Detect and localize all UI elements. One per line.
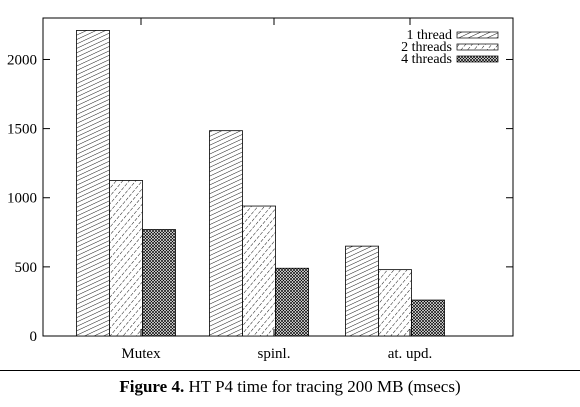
legend-label: 1 thread xyxy=(407,28,452,43)
bar-1 xyxy=(345,245,379,337)
bar-2 xyxy=(109,180,143,337)
y-tick-label: 500 xyxy=(15,260,38,276)
bar-1 xyxy=(209,130,243,337)
legend-swatch xyxy=(456,43,499,51)
figure-caption: Figure 4. HT P4 time for tracing 200 MB … xyxy=(0,377,580,397)
y-tick-label: 1000 xyxy=(7,191,37,207)
x-tick-label: spinl. xyxy=(258,346,291,362)
legend-label: 2 threads xyxy=(401,40,452,55)
bar-3 xyxy=(275,267,309,337)
x-tick-label: at. upd. xyxy=(388,346,433,362)
caption-rule xyxy=(0,370,580,371)
y-tick-label: 2000 xyxy=(7,52,37,68)
bar-1 xyxy=(76,30,110,337)
bar-3 xyxy=(411,299,445,337)
legend-label: 4 threads xyxy=(401,52,452,67)
legend-swatch xyxy=(456,55,499,63)
bar-3 xyxy=(142,229,176,337)
x-tick-label: Mutex xyxy=(121,346,161,362)
bar-2 xyxy=(378,269,412,337)
y-tick-label: 0 xyxy=(30,329,38,345)
bar-chart: 0 500 1000 1500 2000 Mutex spinl. at. upd. 1 thr… xyxy=(7,17,514,362)
legend-swatch xyxy=(456,31,499,39)
caption-label: Figure 4. xyxy=(119,377,185,396)
caption-text: HT P4 time for tracing 200 MB (msecs) xyxy=(188,377,461,396)
y-tick-label: 1500 xyxy=(7,122,37,138)
bar-2 xyxy=(242,205,276,337)
